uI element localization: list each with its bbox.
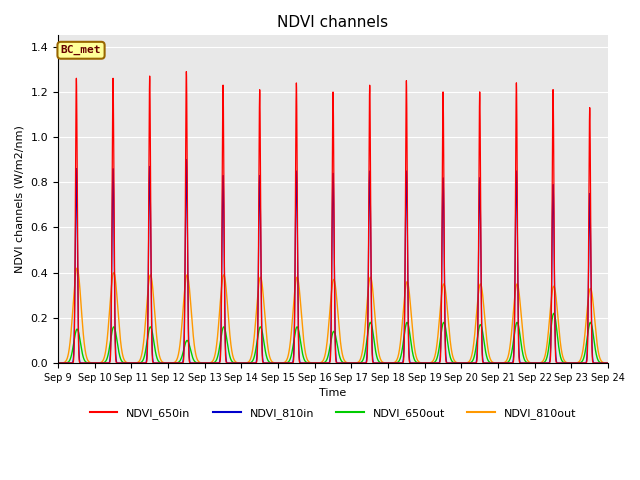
NDVI_650in (487, 360, 495, 366)
NDVI_810in (172, 360, 179, 366)
NDVI_810in (166, 360, 173, 366)
NDVI_810out (602, 360, 610, 366)
NDVI_650out (166, 360, 173, 366)
NDVI_650out (487, 360, 495, 366)
NDVI_810out (166, 360, 174, 366)
Y-axis label: NDVI channels (W/m2/nm): NDVI channels (W/m2/nm) (15, 125, 25, 273)
NDVI_650out (260, 339, 268, 345)
Text: BC_met: BC_met (61, 45, 101, 55)
NDVI_810in (409, 360, 417, 366)
NDVI_650in (54, 360, 62, 366)
NDVI_650in (604, 360, 612, 366)
NDVI_810out (260, 302, 268, 308)
NDVI_810out (487, 358, 495, 363)
Legend: NDVI_650in, NDVI_810in, NDVI_650out, NDVI_810out: NDVI_650in, NDVI_810in, NDVI_650out, NDV… (85, 403, 581, 423)
NDVI_810in (182, 157, 190, 163)
NDVI_650out (602, 360, 610, 366)
Title: NDVI channels: NDVI channels (278, 15, 388, 30)
NDVI_650out (54, 360, 62, 366)
NDVI_810in (487, 360, 495, 366)
Line: NDVI_650out: NDVI_650out (58, 313, 608, 363)
NDVI_810in (54, 360, 62, 366)
NDVI_810out (172, 359, 180, 364)
NDVI_650in (260, 360, 268, 366)
NDVI_810out (54, 360, 62, 366)
Line: NDVI_810out: NDVI_810out (58, 268, 608, 363)
X-axis label: Time: Time (319, 388, 347, 398)
NDVI_810out (604, 360, 612, 366)
NDVI_650out (409, 351, 417, 357)
NDVI_650out (550, 311, 557, 316)
NDVI_810in (604, 360, 612, 366)
NDVI_650out (172, 360, 179, 366)
NDVI_810in (602, 360, 610, 366)
NDVI_650in (602, 360, 610, 366)
NDVI_650in (409, 360, 417, 366)
Line: NDVI_650in: NDVI_650in (58, 72, 608, 363)
NDVI_650in (166, 360, 173, 366)
NDVI_650out (604, 360, 612, 366)
NDVI_810out (73, 265, 81, 271)
NDVI_650in (182, 69, 190, 74)
Line: NDVI_810in: NDVI_810in (58, 160, 608, 363)
NDVI_810out (409, 332, 417, 337)
NDVI_650in (172, 360, 179, 366)
NDVI_810in (260, 360, 268, 366)
